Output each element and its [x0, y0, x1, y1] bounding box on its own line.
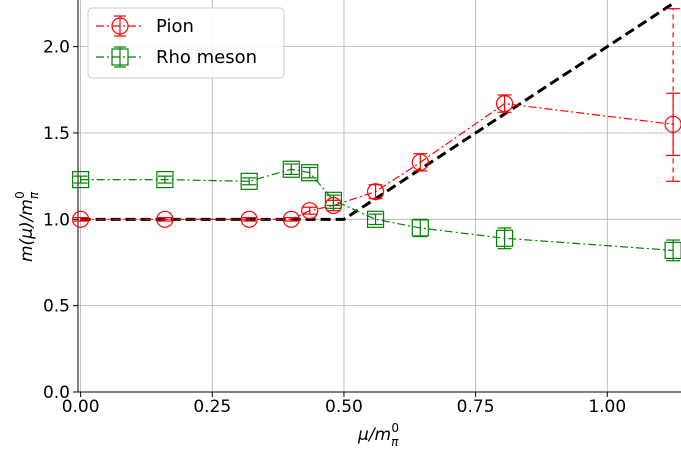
data-point-rho — [156, 170, 174, 189]
data-point-pion — [240, 210, 258, 228]
data-point-pion — [495, 95, 514, 113]
data-point-pion — [301, 202, 319, 220]
x-tick-label: 0.50 — [325, 397, 363, 417]
x-tick-label: 1.00 — [588, 397, 626, 417]
legend: Pion Rho meson — [87, 7, 285, 79]
series-line-rho — [80, 168, 674, 251]
x-tick-label: 0.25 — [193, 397, 231, 417]
data-point-rho — [72, 170, 90, 189]
axes — [77, 0, 681, 393]
series-layer — [72, 2, 681, 262]
data-point-pion — [282, 210, 300, 228]
data-point-pion — [411, 153, 429, 171]
legend-pion-marker — [111, 17, 129, 35]
data-point-rho — [411, 219, 429, 237]
x-axis-label-mu: μ/mπ0 — [357, 421, 399, 449]
legend-rho-marker — [111, 48, 129, 66]
x-tick-label: 0.00 — [62, 397, 100, 417]
legend-box — [87, 7, 285, 79]
y-tick-label: 2.0 — [43, 38, 70, 58]
legend-rho-label: Rho meson — [156, 47, 257, 68]
series-line-pion — [80, 102, 674, 220]
ticks: 0.00 0.25 0.50 0.75 1.00 0.0 0.5 1.0 1.5 2.0 — [43, 38, 626, 417]
data-point-rho — [282, 160, 300, 178]
data-point-pion — [366, 183, 385, 201]
data-point-rho — [495, 229, 514, 247]
data-point-rho — [664, 241, 681, 259]
data-point-pion — [72, 210, 90, 228]
y-axis-label: m(μ)/mπ0 — [13, 191, 41, 262]
legend-item-rho: Rho meson — [96, 46, 257, 68]
y-axis-label-mass: m(μ)/mπ0 — [13, 191, 41, 262]
data-point-rho — [301, 164, 319, 182]
y-tick-label: 0.5 — [43, 297, 70, 317]
y-tick-label: 0.0 — [43, 383, 70, 403]
x-axis-label: μ/mπ0 — [357, 421, 399, 449]
data-point-rho — [324, 191, 343, 209]
y-tick-label: 1.0 — [43, 210, 70, 230]
data-point-rho — [366, 210, 385, 228]
data-point-rho — [240, 172, 258, 190]
legend-item-pion: Pion — [96, 15, 194, 37]
legend-pion-label: Pion — [156, 16, 194, 37]
y-tick-label: 1.5 — [43, 124, 70, 144]
x-tick-label: 0.75 — [457, 397, 495, 417]
data-point-pion — [664, 115, 681, 133]
reference-line — [80, 2, 674, 221]
data-point-pion — [156, 210, 174, 228]
